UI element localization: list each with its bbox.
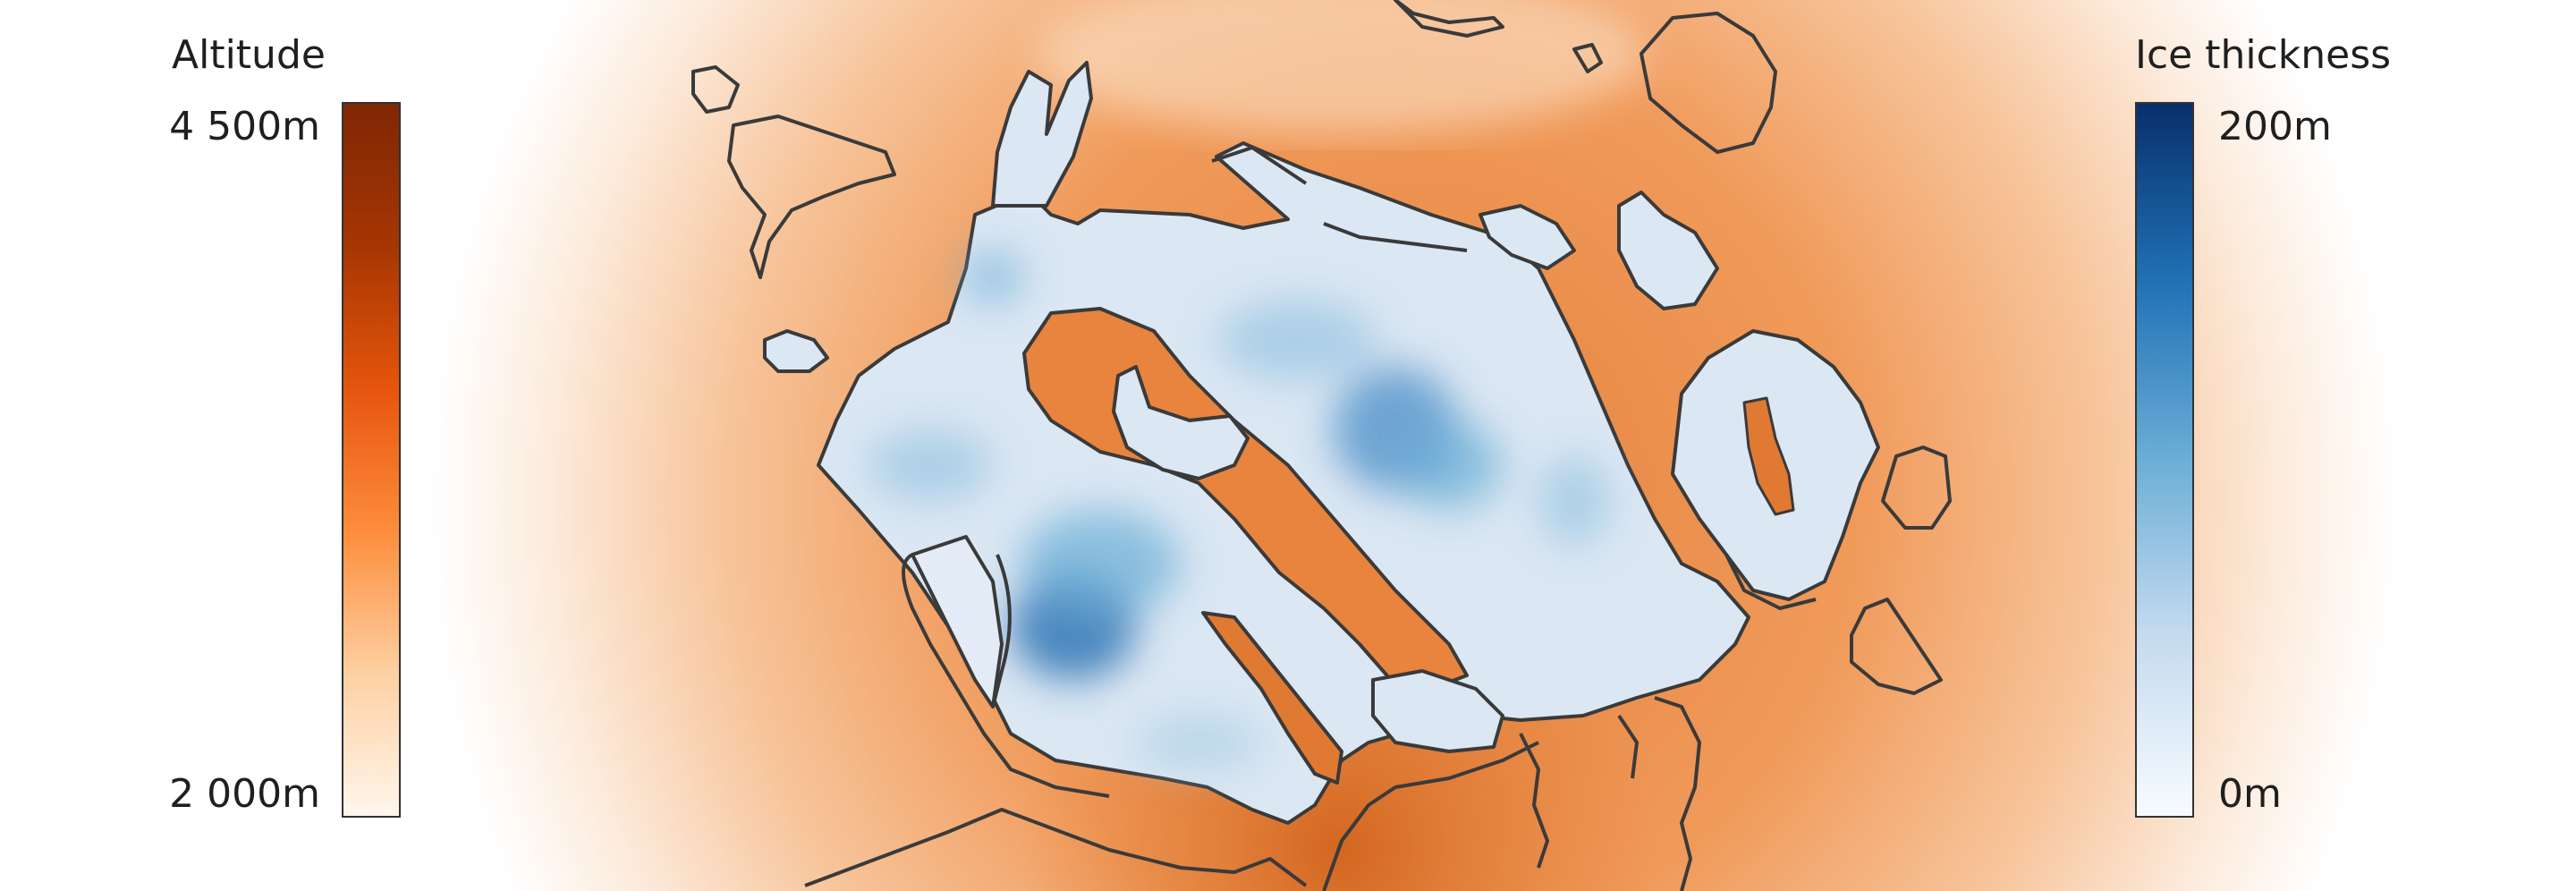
ice-thickness-colorbar <box>2135 102 2194 818</box>
ice-patch-north <box>1479 204 1576 270</box>
inner-ice-patch <box>1112 365 1250 480</box>
altitude-colorbar <box>342 102 401 818</box>
ice-patch-northeast <box>1617 191 1719 310</box>
outline-contours <box>691 0 1952 891</box>
altitude-max-label: 4 500m <box>169 104 320 149</box>
ice-thickness-legend-title: Ice thickness <box>2135 32 2392 78</box>
ice-thickness-min-label: 0m <box>2218 771 2282 817</box>
ice-thickness-patches <box>868 250 1610 769</box>
northwest-ice-lobe <box>991 61 1093 208</box>
southeast-ice-lake <box>1371 669 1504 753</box>
west-ice-tongue <box>911 535 1004 709</box>
southern-rock-spur <box>1201 611 1343 785</box>
ice-patch-west <box>763 329 829 373</box>
northern-highland <box>1038 0 1646 134</box>
east-rock-knob <box>1742 396 1795 516</box>
altitude-legend-title: Altitude <box>172 32 326 78</box>
altitude-min-label: 2 000m <box>169 771 320 817</box>
ice-thickness-max-label: 200m <box>2218 104 2332 149</box>
